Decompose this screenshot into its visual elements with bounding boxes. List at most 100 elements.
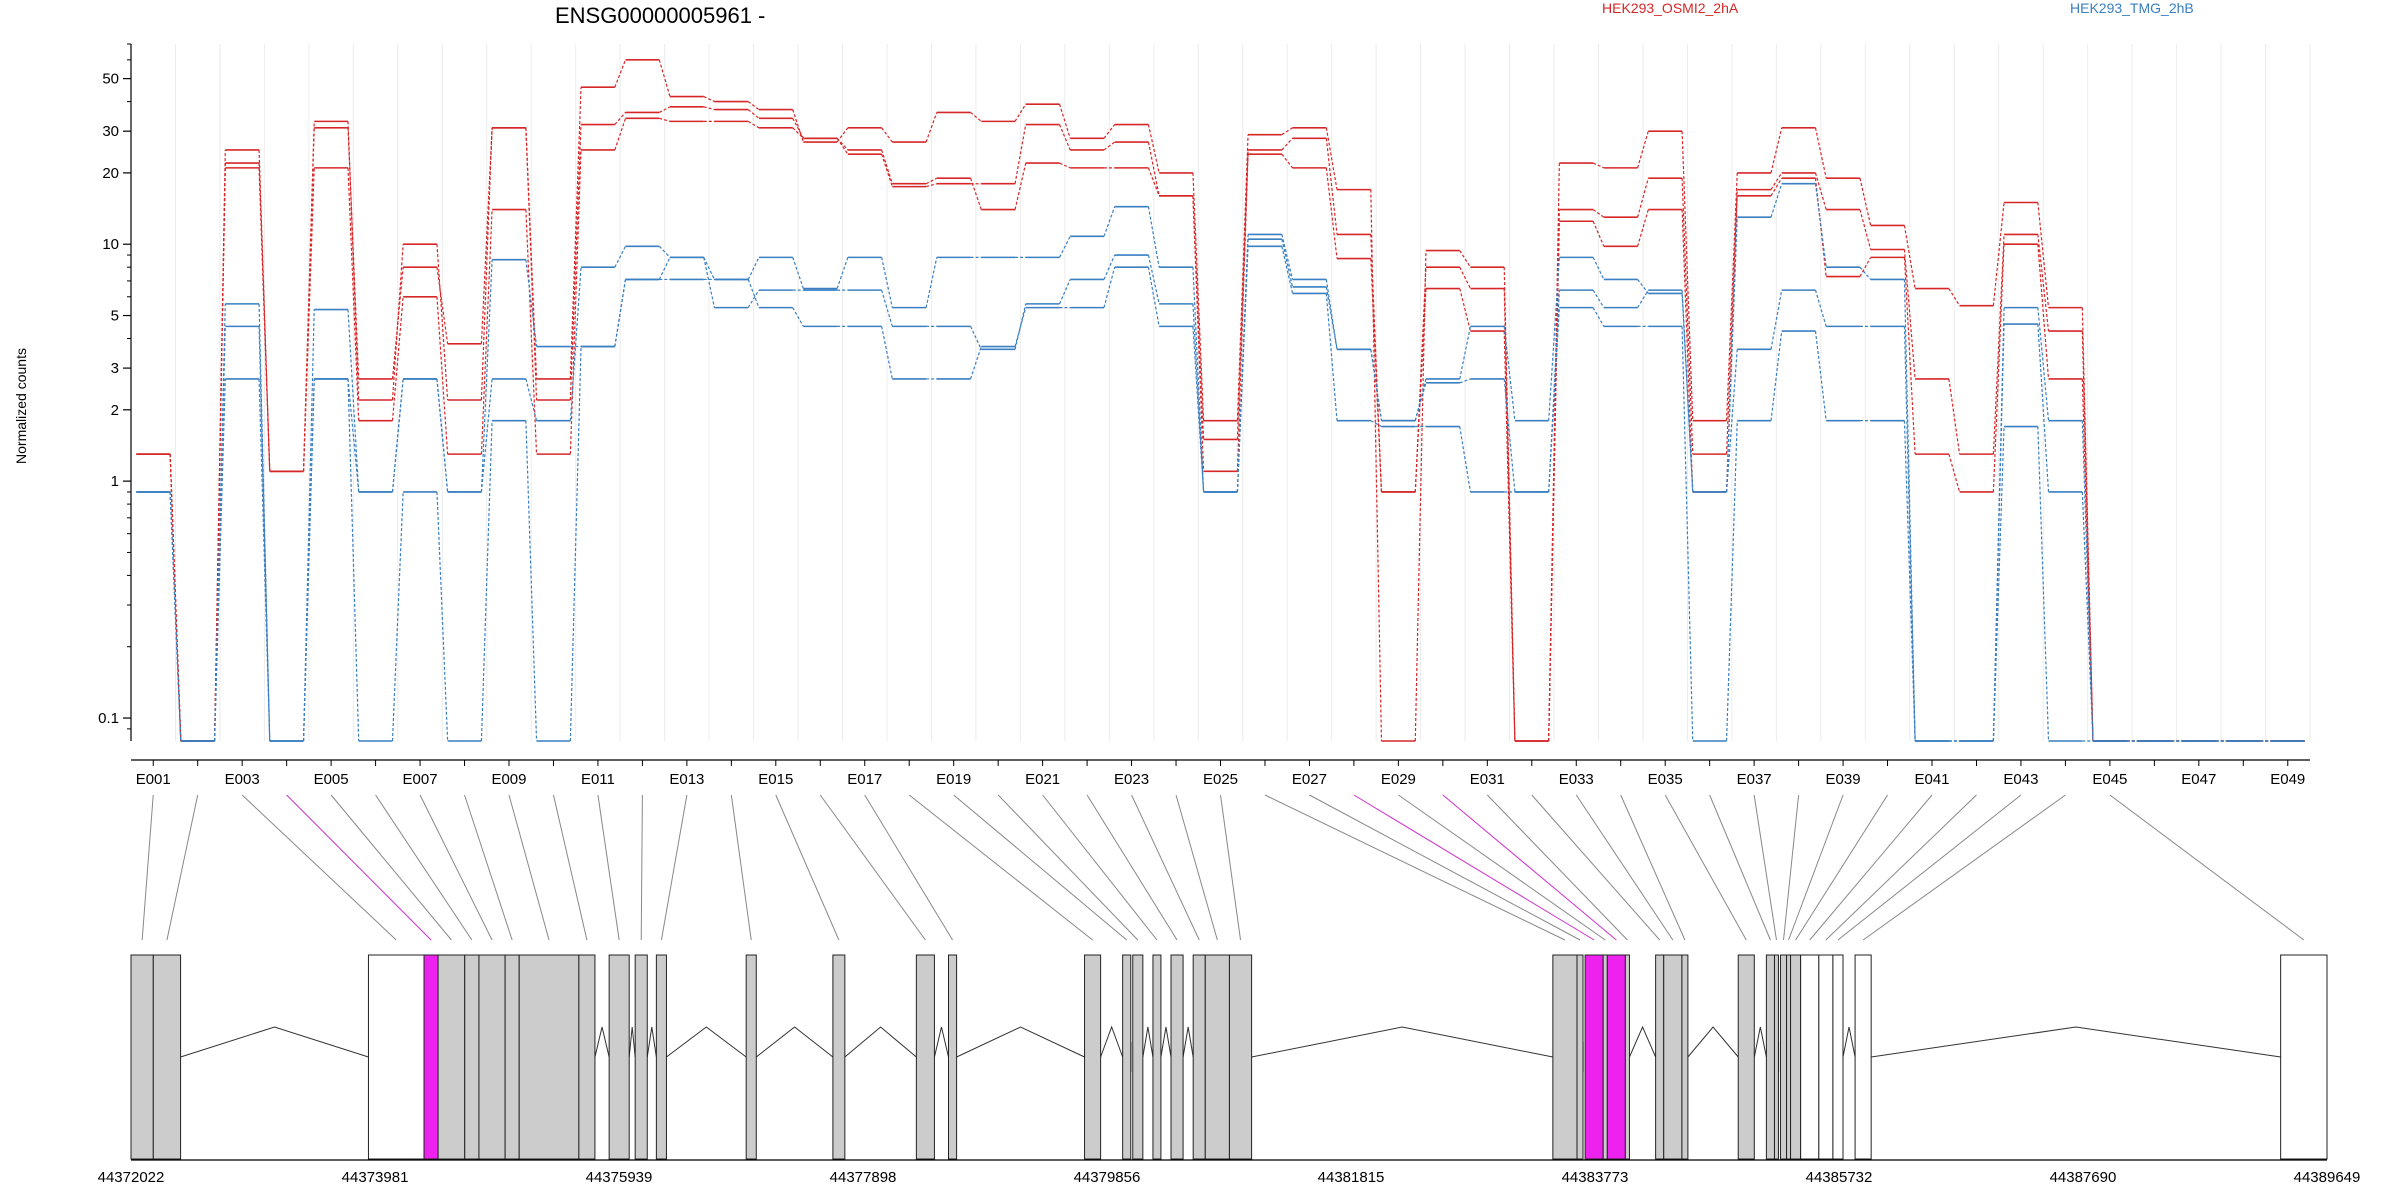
series-4-connector bbox=[1325, 286, 1338, 350]
bin-exon-link bbox=[1131, 794, 1200, 941]
bin-exon-link bbox=[1620, 794, 1686, 941]
series-0-connector bbox=[881, 127, 893, 143]
series-4-connector bbox=[2081, 491, 2094, 742]
series-3-connector bbox=[1503, 326, 1516, 421]
bin-exon-link bbox=[775, 794, 840, 941]
genomic-coordinate-label: 44383773 bbox=[1562, 1169, 1629, 1186]
series-5-connector bbox=[970, 346, 982, 380]
series-4-connector bbox=[703, 257, 716, 308]
genomic-coordinate-label: 44387690 bbox=[2050, 1169, 2117, 1186]
series-5-connector bbox=[480, 420, 493, 742]
series-2-connector bbox=[1992, 244, 2005, 492]
bin-label: E007 bbox=[403, 771, 438, 788]
legend-label-osmi2[interactable]: HEK293_OSMI2_2hA bbox=[1602, 0, 1739, 16]
y-tick-label: 3 bbox=[111, 360, 119, 377]
series-0-connector bbox=[2037, 202, 2050, 308]
exon-block bbox=[1152, 954, 1162, 1160]
series-4-connector bbox=[1681, 290, 1694, 492]
genomic-coordinate-label: 44379856 bbox=[1074, 1169, 1141, 1186]
genomic-coordinate-label: 44389649 bbox=[2294, 1169, 2361, 1186]
bin-exon-link bbox=[286, 794, 432, 941]
series-4-connector bbox=[1058, 279, 1071, 305]
bin-exon-link bbox=[1486, 794, 1628, 941]
exon-block bbox=[518, 954, 580, 1160]
series-4-connector bbox=[1414, 382, 1427, 421]
intron-line bbox=[1629, 1025, 1657, 1058]
bin-exon-link bbox=[1042, 794, 1158, 941]
exon-block bbox=[1832, 954, 1844, 1160]
series-0-connector bbox=[747, 101, 760, 111]
series-1-connector bbox=[1503, 288, 1516, 742]
series-5-connector bbox=[1103, 267, 1116, 308]
series-2-connector bbox=[169, 454, 182, 742]
exon-block bbox=[1663, 954, 1683, 1160]
chart-title: ENSG00000005961 - bbox=[555, 3, 765, 28]
intron-line bbox=[844, 1026, 917, 1058]
series-3-connector bbox=[792, 257, 804, 289]
series-4-connector bbox=[1103, 254, 1116, 280]
bin-label: E043 bbox=[2003, 771, 2038, 788]
series-3-connector bbox=[1058, 236, 1071, 258]
series-5-connector bbox=[436, 491, 449, 742]
series-4-connector bbox=[258, 326, 271, 742]
series-5-connector bbox=[1236, 246, 1249, 492]
series-5-connector bbox=[169, 491, 182, 742]
bin-label: E003 bbox=[225, 771, 260, 788]
series-3-connector bbox=[925, 257, 938, 308]
series-1-connector bbox=[436, 267, 449, 344]
series-4-connector bbox=[614, 246, 627, 268]
exon-block bbox=[1765, 954, 1775, 1160]
series-4-connector bbox=[1592, 289, 1605, 308]
bin-exon-link bbox=[997, 794, 1139, 941]
series-2-connector bbox=[614, 118, 627, 151]
series-3-connector bbox=[1103, 206, 1116, 237]
genomic-coordinate-label: 44373981 bbox=[342, 1169, 409, 1186]
exon-block bbox=[578, 954, 596, 1160]
series-3-connector bbox=[347, 309, 360, 493]
bin-exon-link bbox=[597, 794, 620, 941]
exon-block bbox=[504, 954, 520, 1160]
series-2-connector bbox=[2037, 244, 2050, 379]
intron-line bbox=[666, 1026, 747, 1058]
exon-block bbox=[152, 954, 182, 1160]
series-5-connector bbox=[792, 307, 804, 327]
series-2-connector bbox=[1058, 124, 1071, 151]
series-3-connector bbox=[1903, 279, 1916, 742]
bin-exon-link bbox=[1175, 794, 1218, 941]
series-4-connector bbox=[1147, 254, 1160, 305]
series-0-connector bbox=[1103, 124, 1116, 139]
series-5-connector bbox=[214, 378, 226, 742]
exon-block bbox=[367, 954, 425, 1160]
series-5 bbox=[136, 245, 2305, 742]
exon-block bbox=[1576, 954, 1584, 1160]
exon-block bbox=[745, 954, 757, 1160]
exon-block bbox=[1192, 954, 1206, 1160]
bin-label: E035 bbox=[1648, 771, 1683, 788]
exon-block bbox=[1228, 954, 1253, 1160]
series-5-connector bbox=[1325, 293, 1338, 421]
intron-line bbox=[1753, 1026, 1767, 1058]
series-2-connector bbox=[1281, 153, 1294, 169]
intron-line bbox=[1251, 1026, 1553, 1058]
exon-block bbox=[130, 954, 154, 1160]
series-4-connector bbox=[747, 289, 760, 308]
series-2-connector bbox=[391, 296, 404, 421]
bin-exon-link bbox=[141, 794, 154, 941]
series-1-connector bbox=[1903, 249, 1916, 379]
series-5-connector bbox=[1281, 246, 1294, 294]
series-0-connector bbox=[1637, 131, 1649, 169]
exon-block bbox=[832, 954, 846, 1160]
intron-line bbox=[956, 1026, 1085, 1058]
series-3-connector bbox=[1770, 183, 1783, 218]
y-tick-label: 5 bbox=[111, 308, 119, 325]
bin-exon-link bbox=[508, 794, 550, 941]
series-3-connector bbox=[881, 257, 893, 308]
series-5-connector bbox=[1147, 267, 1160, 327]
series-4-connector bbox=[970, 326, 982, 350]
exon-block bbox=[1170, 954, 1184, 1160]
series-4-connector bbox=[1814, 289, 1827, 327]
series-2-connector bbox=[1103, 141, 1116, 151]
bin-exon-link bbox=[1264, 794, 1566, 941]
bin-label: E045 bbox=[2092, 771, 2127, 788]
legend-label-tmg[interactable]: HEK293_TMG_2hB bbox=[2070, 0, 2194, 16]
